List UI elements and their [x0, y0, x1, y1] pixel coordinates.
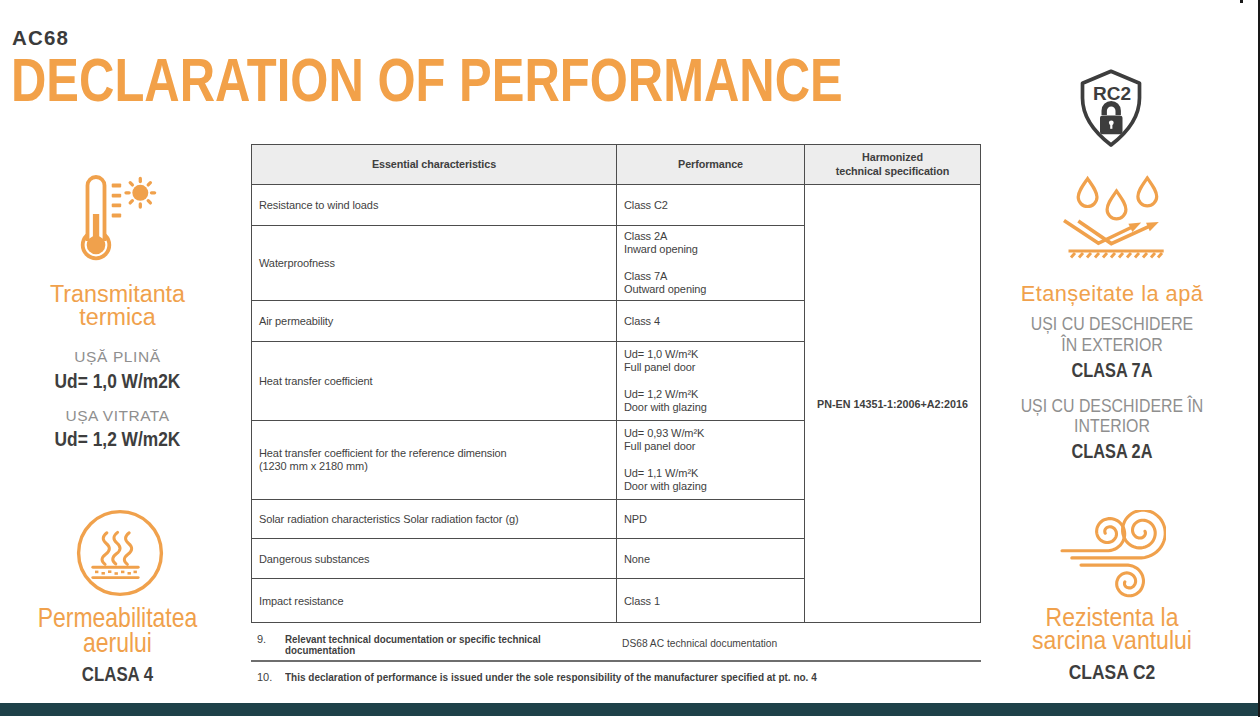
svg-text:RC2: RC2 — [1093, 83, 1131, 104]
